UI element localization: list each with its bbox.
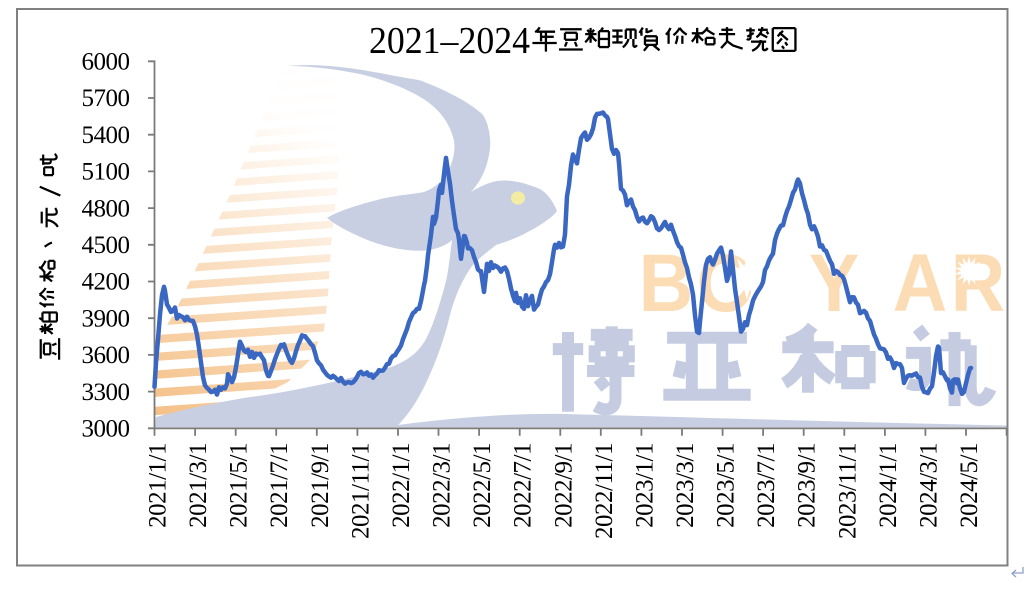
svg-text:2021/11/1: 2021/11/1 xyxy=(347,443,374,539)
svg-text:2023/1/1: 2023/1/1 xyxy=(631,443,658,528)
svg-text:2023/5/1: 2023/5/1 xyxy=(713,443,740,528)
svg-text:4800: 4800 xyxy=(82,195,130,222)
svg-text:2021/9/1: 2021/9/1 xyxy=(307,443,334,528)
svg-text:3600: 3600 xyxy=(82,342,130,369)
svg-text:5400: 5400 xyxy=(82,122,130,149)
svg-text:3300: 3300 xyxy=(82,379,130,406)
svg-text:2023/9/1: 2023/9/1 xyxy=(794,443,821,528)
svg-text:2022/1/1: 2022/1/1 xyxy=(388,443,415,528)
svg-text:2021/5/1: 2021/5/1 xyxy=(226,443,253,528)
svg-text:2022/9/1: 2022/9/1 xyxy=(550,443,577,528)
svg-text:2022/5/1: 2022/5/1 xyxy=(469,443,496,528)
svg-text:2023/3/1: 2023/3/1 xyxy=(672,443,699,528)
svg-text:2024/1/1: 2024/1/1 xyxy=(875,443,902,528)
svg-text:2023/7/1: 2023/7/1 xyxy=(753,443,780,528)
svg-text:Y: Y xyxy=(809,237,859,329)
svg-text:2022/7/1: 2022/7/1 xyxy=(510,443,537,528)
svg-text:A: A xyxy=(893,237,947,329)
svg-text:4500: 4500 xyxy=(82,232,130,259)
svg-text:R: R xyxy=(951,237,1005,329)
svg-text:3000: 3000 xyxy=(82,416,130,443)
svg-text:2021/7/1: 2021/7/1 xyxy=(266,443,293,528)
svg-text:2024/3/1: 2024/3/1 xyxy=(915,443,942,528)
svg-text:5700: 5700 xyxy=(82,85,130,112)
svg-text:2021/3/1: 2021/3/1 xyxy=(185,443,212,528)
svg-text:2022/3/1: 2022/3/1 xyxy=(429,443,456,528)
svg-text:2022/11/1: 2022/11/1 xyxy=(591,443,618,539)
svg-text:4200: 4200 xyxy=(82,269,130,296)
svg-text:6000: 6000 xyxy=(82,49,130,76)
svg-text:2023/11/1: 2023/11/1 xyxy=(834,443,861,539)
svg-text:2021–2024: 2021–2024 xyxy=(369,20,530,62)
svg-text:2021/1/1: 2021/1/1 xyxy=(145,443,172,528)
svg-text:3900: 3900 xyxy=(82,305,130,332)
svg-text:5100: 5100 xyxy=(82,159,130,186)
svg-text:B: B xyxy=(639,237,693,329)
svg-text:2024/5/1: 2024/5/1 xyxy=(956,443,983,528)
